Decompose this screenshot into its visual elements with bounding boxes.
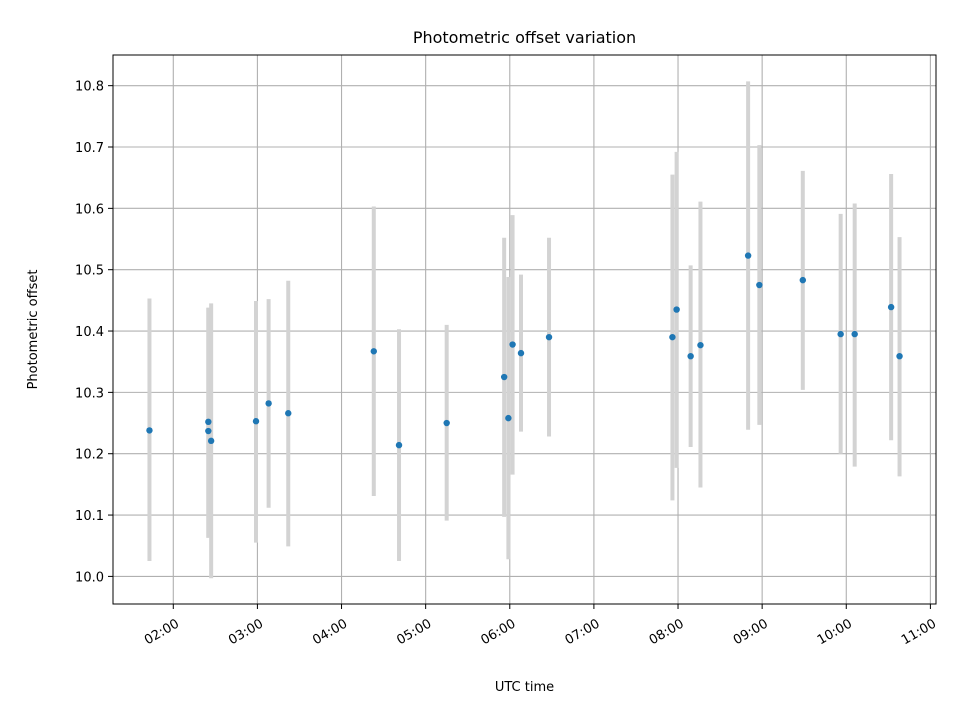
y-tick-label: 10.3 — [75, 386, 104, 401]
data-point — [285, 410, 292, 417]
data-point — [887, 303, 895, 311]
data-point — [205, 418, 212, 426]
chart-title: Photometric offset variation — [413, 28, 636, 47]
data-point — [500, 373, 508, 381]
data-point — [687, 352, 694, 360]
x-axis-label: UTC time — [495, 680, 554, 695]
data-point — [673, 306, 680, 313]
data-point — [443, 419, 450, 427]
plot-area-frame — [112, 54, 937, 605]
data-point — [896, 352, 903, 360]
data-point — [205, 427, 212, 435]
data-point — [517, 349, 525, 357]
data-point — [545, 333, 553, 341]
data-point — [669, 333, 676, 341]
y-tick-label: 10.0 — [75, 570, 104, 585]
y-tick-label: 10.8 — [75, 80, 104, 95]
y-tick-label: 10.5 — [75, 264, 104, 279]
data-point — [252, 418, 260, 425]
y-axis: 10.0 10.1 10.2 10.3 10.4 10.5 10.6 10.7 10.8 — [75, 80, 113, 585]
y-axis-label: Photometric offset — [26, 270, 41, 390]
data-point — [851, 330, 858, 338]
grid — [113, 55, 936, 604]
data-point — [837, 330, 844, 338]
data-point — [799, 276, 807, 284]
data-point — [395, 441, 403, 449]
y-tick-label: 10.4 — [75, 325, 104, 340]
data-point — [265, 400, 272, 407]
data-point — [370, 348, 377, 355]
data-point — [505, 414, 512, 422]
y-tick-label: 10.2 — [75, 448, 104, 463]
data-point — [207, 437, 215, 445]
data-point — [146, 427, 153, 434]
y-tick-label: 10.6 — [75, 202, 104, 217]
data-points — [146, 252, 903, 449]
data-point — [744, 252, 752, 259]
data-point — [697, 341, 704, 349]
data-point — [509, 341, 516, 348]
y-tick-label: 10.1 — [75, 509, 104, 524]
data-point — [756, 281, 763, 289]
y-tick-label: 10.7 — [75, 141, 104, 156]
